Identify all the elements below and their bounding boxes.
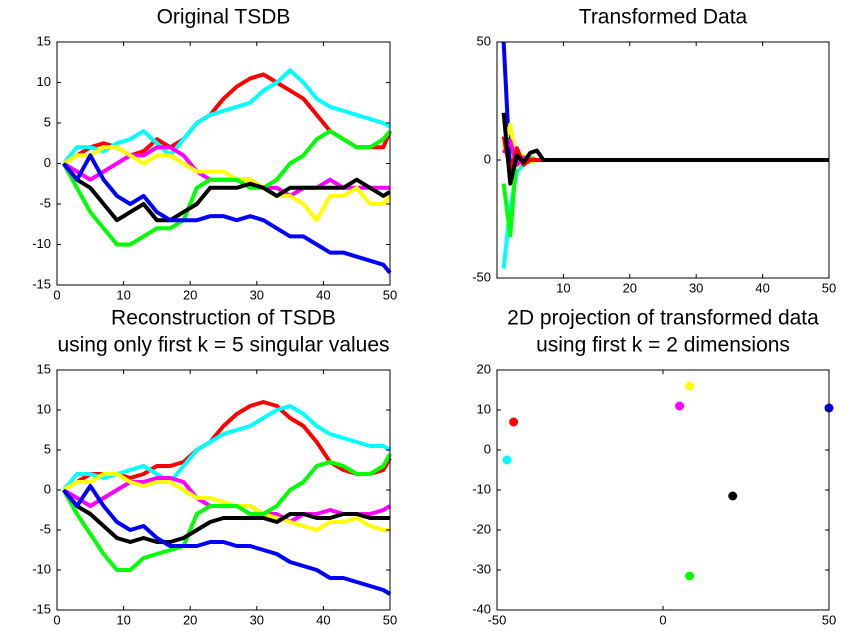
axes-box [56,369,391,611]
series-line [61,453,392,572]
y-tick-label: 20 [477,361,491,376]
y-tick-label: -10 [32,561,51,576]
x-tick-label: 50 [383,612,397,627]
series-line [501,136,829,174]
y-tick-label: 10 [37,74,51,89]
x-tick-label: 0 [659,612,666,627]
series-line [501,158,829,269]
series-line [62,488,390,544]
x-tick-label: 20 [183,287,197,302]
point [509,417,519,427]
y-tick-label: 15 [37,361,51,376]
x-tick-label: 10 [116,287,130,302]
y-tick-label: 0 [484,151,491,166]
series-line [62,72,392,166]
point [502,455,512,465]
series-line [62,145,392,223]
x-tick-label: 20 [623,280,637,295]
chart-title: 2D projection of transformed data [507,307,819,330]
x-tick-label: 50 [822,612,836,627]
axes-box [496,369,830,611]
y-tick-label: -10 [472,481,491,496]
x-tick-label: 10 [116,612,130,627]
x-tick-label: 40 [316,287,330,302]
x-tick-label: 40 [755,280,769,295]
y-tick-label: -20 [472,521,491,536]
y-tick-label: 10 [477,401,491,416]
point [675,401,685,411]
chart-title: Transformed Data [579,6,748,29]
y-tick-label: 0 [44,481,51,496]
series-line [62,404,392,492]
point [685,571,695,581]
y-tick-label: -5 [39,521,51,536]
x-tick-label: 0 [53,287,60,302]
x-tick-label: 40 [316,612,330,627]
y-tick-label: 15 [37,33,51,48]
x-tick-label: 0 [53,612,60,627]
point [685,381,695,391]
axes-box [56,41,391,286]
chart-title: Original TSDB [157,6,291,29]
x-tick-label: 50 [822,280,836,295]
series-line [61,129,392,247]
x-tick-label: 10 [556,280,570,295]
series-line [62,68,392,165]
chart-title: using only first k = 5 singular values [57,334,389,357]
series-line [62,153,392,275]
point [728,491,738,501]
x-tick-label: 50 [383,287,397,302]
y-tick-label: -50 [472,269,491,284]
chart-title: Reconstruction of TSDB [111,307,336,330]
x-tick-label: 30 [250,612,264,627]
y-tick-label: -15 [32,276,51,291]
x-tick-label: 20 [183,612,197,627]
y-tick-label: 0 [484,441,491,456]
y-tick-label: 50 [477,33,491,48]
y-tick-label: 0 [44,155,51,170]
series-line [62,472,390,532]
y-tick-label: -5 [39,195,51,210]
x-tick-label: 30 [250,287,264,302]
y-tick-label: -10 [32,236,51,251]
y-tick-label: -15 [32,601,51,616]
chart-title: using first k = 2 dimensions [536,334,790,357]
y-tick-label: -30 [472,561,491,576]
y-tick-label: -40 [472,601,491,616]
x-tick-label: 30 [689,280,703,295]
series-line [501,150,829,238]
series-line [62,484,392,596]
y-tick-label: 5 [44,114,51,129]
series-line [62,162,392,223]
x-tick-label: -50 [488,612,507,627]
series-line [501,112,829,186]
y-tick-label: 5 [44,441,51,456]
y-tick-label: 10 [37,401,51,416]
series-line [501,41,829,174]
